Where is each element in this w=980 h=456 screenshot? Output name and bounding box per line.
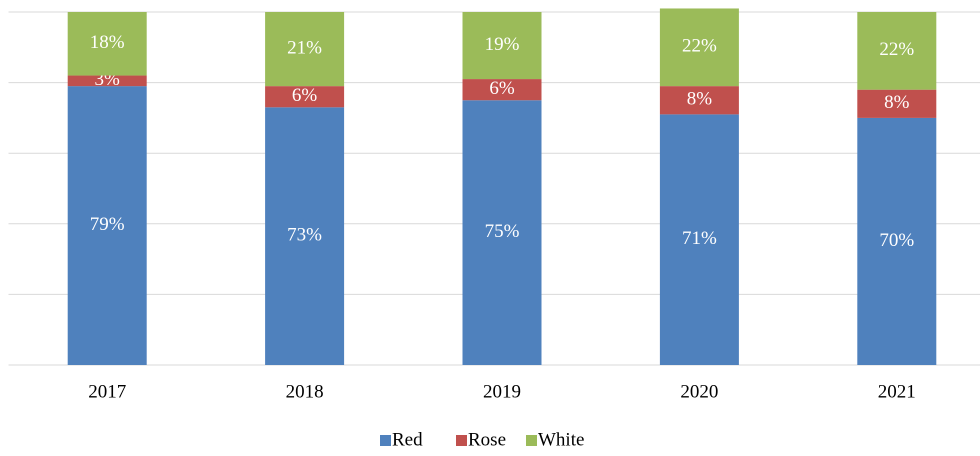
bar-segment: [67, 86, 147, 365]
data-label: 71%: [682, 228, 717, 249]
legend-swatch: [456, 435, 467, 446]
data-label: 22%: [879, 39, 914, 60]
bar-segment: [659, 114, 739, 366]
legend-swatch: [526, 435, 537, 446]
bar-segment: [857, 12, 937, 90]
data-label: 18%: [90, 32, 125, 53]
bar-segment: [659, 8, 739, 87]
data-label: 79%: [90, 214, 125, 235]
x-tick-label: 2019: [483, 381, 521, 402]
bar-segment: [462, 79, 542, 101]
data-label: 8%: [884, 92, 910, 113]
data-label: 6%: [489, 78, 515, 99]
bar-segment: [67, 12, 147, 76]
bar-segment: [265, 107, 345, 365]
x-tick-label: 2021: [878, 381, 916, 402]
bar-segment: [462, 100, 542, 365]
legend-label: Red: [392, 429, 423, 450]
data-label: 19%: [485, 34, 520, 55]
bar-segment: [265, 86, 345, 108]
bar-segment: [659, 86, 739, 115]
data-label: 8%: [687, 89, 713, 110]
legend-label: White: [538, 429, 584, 450]
bar-segment: [462, 12, 542, 80]
data-label: 73%: [287, 225, 322, 246]
legend-swatch: [380, 435, 391, 446]
data-label: 21%: [287, 37, 322, 58]
data-label: 70%: [879, 230, 914, 251]
data-label: 6%: [292, 85, 318, 106]
x-tick-label: 2018: [286, 381, 324, 402]
bar-segment: [857, 89, 937, 118]
bar-segment: [857, 117, 937, 366]
x-tick-label: 2020: [680, 381, 718, 402]
x-tick-label: 2017: [88, 381, 126, 402]
legend-label: Rose: [468, 429, 506, 450]
bar-segment: [265, 12, 345, 87]
bar-segment: [67, 75, 147, 87]
data-label: 22%: [682, 36, 717, 57]
data-label: 75%: [485, 221, 520, 242]
